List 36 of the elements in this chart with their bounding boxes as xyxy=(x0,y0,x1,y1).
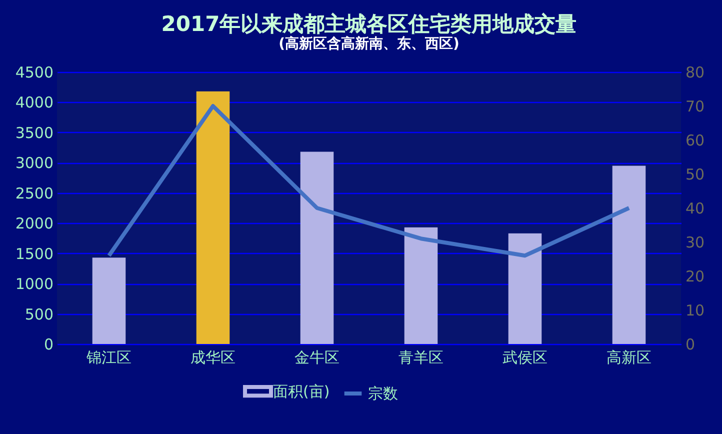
y-tick-label: 4000 xyxy=(15,94,54,112)
legend-label: 宗数 xyxy=(368,384,398,402)
bar xyxy=(404,227,438,344)
bar xyxy=(300,152,334,344)
y2-tick-label: 50 xyxy=(686,166,705,184)
y-tick-label: 3000 xyxy=(15,154,54,172)
line-series xyxy=(107,104,631,258)
y2-tick-label: 30 xyxy=(686,234,705,252)
legend-label: 面积(亩) xyxy=(273,382,330,400)
y2-tick-label: 70 xyxy=(686,98,705,116)
y-tick-label: 0 xyxy=(44,336,54,354)
y-tick-label: 2500 xyxy=(15,184,54,202)
y-tick-label: 1000 xyxy=(15,275,54,294)
y-tick-label: 4500 xyxy=(15,64,54,82)
y2-tick-label: 0 xyxy=(686,336,696,354)
chart-title: 2017年以来成都主城各区住宅类用地成交量 xyxy=(161,12,577,36)
y-tick-label: 2000 xyxy=(15,214,54,233)
y2-tick-label: 40 xyxy=(686,200,705,218)
x-tick-label: 武侯区 xyxy=(502,348,548,366)
bar xyxy=(196,91,230,344)
x-tick-label: 高新区 xyxy=(606,348,652,366)
x-tick-label: 锦江区 xyxy=(86,348,132,366)
x-tick-label: 成华区 xyxy=(190,348,236,366)
bar xyxy=(508,233,542,344)
y-tick-label: 3500 xyxy=(15,124,54,142)
y2-tick-label: 80 xyxy=(686,64,705,82)
y2-tick-label: 20 xyxy=(686,268,705,286)
bar xyxy=(92,258,126,344)
x-tick-label: 青羊区 xyxy=(398,348,444,366)
y2-tick-label: 60 xyxy=(686,132,705,150)
y2-tick-label: 10 xyxy=(686,302,705,320)
y-tick-label: 500 xyxy=(24,305,54,324)
chart-subtitle: (高新区含高新南、东、西区) xyxy=(278,35,460,52)
x-tick-label: 金牛区 xyxy=(294,348,340,366)
y-tick-label: 1500 xyxy=(15,244,54,263)
bar xyxy=(612,166,646,344)
